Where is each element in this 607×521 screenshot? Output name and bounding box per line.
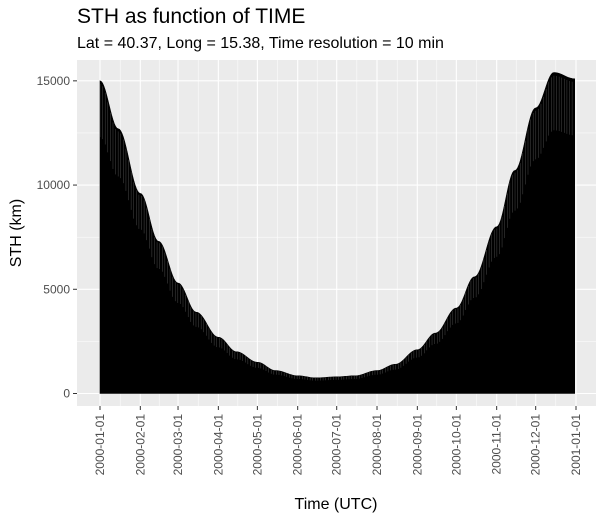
y-axis: 0 5000 10000 15000 — [37, 74, 77, 400]
chart-title: STH as function of TIME — [77, 5, 306, 28]
y-tick-label: 15000 — [37, 74, 71, 88]
x-tick-label: 2000-08-01 — [370, 414, 384, 476]
x-tick-label: 2000-12-01 — [529, 414, 543, 476]
x-tick-label: 2000-01-01 — [93, 414, 107, 476]
x-tick-label: 2000-09-01 — [410, 414, 424, 476]
y-tick-label: 0 — [63, 386, 70, 400]
x-tick-label: 2000-11-01 — [490, 414, 504, 475]
x-axis-title: Time (UTC) — [295, 496, 378, 513]
y-axis-title: STH (km) — [8, 199, 25, 267]
chart-subtitle: Lat = 40.37, Long = 15.38, Time resoluti… — [77, 35, 444, 52]
x-tick-label: 2001-01-01 — [569, 414, 583, 476]
data-layer — [99, 72, 575, 394]
x-tick-label: 2000-06-01 — [291, 414, 305, 476]
x-tick-label: 2000-02-01 — [133, 414, 147, 476]
x-tick-label: 2000-04-01 — [211, 414, 225, 476]
x-tick-label: 2000-03-01 — [171, 414, 185, 476]
x-tick-label: 2000-10-01 — [449, 414, 463, 476]
series-area — [99, 72, 575, 394]
x-tick-label: 2000-07-01 — [330, 414, 344, 476]
x-tick-label: 2000-05-01 — [250, 414, 264, 476]
x-axis: 2000-01-01 2000-02-01 2000-03-01 2000-04-01… — [93, 406, 583, 475]
y-tick-label: 10000 — [37, 178, 71, 192]
y-tick-label: 5000 — [43, 282, 70, 296]
